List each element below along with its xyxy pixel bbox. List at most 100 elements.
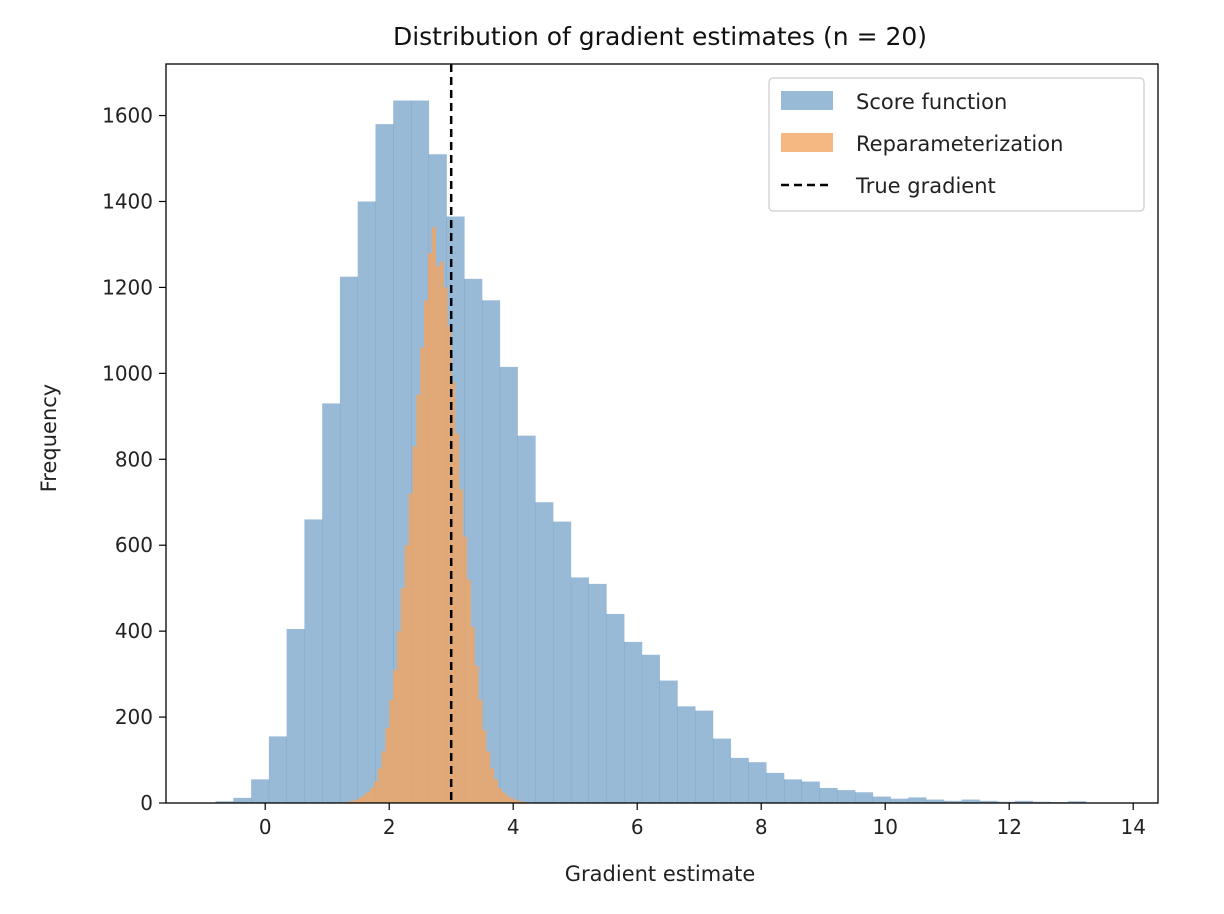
series-1-bars	[342, 227, 529, 804]
histogram-bar	[801, 781, 820, 803]
histogram-bar	[855, 792, 874, 803]
histogram-bar	[377, 768, 382, 803]
histogram-bar	[420, 347, 425, 803]
histogram-bar	[748, 762, 767, 803]
histogram-bar	[1068, 801, 1087, 803]
x-tick-label: 6	[631, 815, 644, 839]
histogram-bar	[233, 797, 252, 803]
histogram-bar	[553, 521, 572, 803]
x-tick-label: 14	[1120, 815, 1145, 839]
histogram-bar	[677, 706, 696, 803]
y-axis-title: Frequency	[37, 384, 61, 493]
histogram-bar	[890, 798, 909, 803]
histogram-bar	[961, 799, 980, 803]
histogram-bar	[458, 489, 464, 803]
histogram-bar	[606, 613, 625, 803]
histogram-bar	[517, 800, 522, 803]
chart-title: Distribution of gradient estimates (n = …	[393, 22, 927, 51]
y-tick-label: 1000	[102, 361, 153, 385]
y-tick-label: 1200	[102, 275, 153, 299]
histogram-bar	[712, 738, 732, 803]
histogram-bar	[451, 381, 456, 803]
histogram-bar	[513, 799, 518, 803]
y-tick-label: 200	[115, 705, 153, 729]
y-tick-label: 1600	[102, 104, 153, 128]
legend-label-true-gradient: True gradient	[855, 174, 996, 198]
histogram-bar	[462, 536, 467, 803]
x-tick-label: 4	[507, 815, 520, 839]
histogram-bar	[482, 729, 487, 803]
histogram-bar	[393, 669, 398, 803]
legend-label-score-function: Score function	[856, 90, 1007, 114]
histogram-bar	[943, 800, 962, 803]
histogram-bar	[837, 790, 856, 803]
histogram-bar	[427, 253, 433, 804]
y-tick-label: 0	[140, 791, 153, 815]
x-tick-label: 10	[872, 815, 897, 839]
histogram-bar	[435, 265, 440, 803]
plot-area	[215, 64, 1158, 804]
histogram-bar	[339, 276, 358, 803]
histogram-bar	[365, 792, 371, 803]
histogram-bar	[322, 403, 341, 803]
histogram-bar	[730, 757, 749, 803]
x-tick-label: 12	[996, 815, 1021, 839]
histogram-bar	[470, 626, 475, 803]
histogram-bar	[286, 628, 305, 803]
histogram-bar	[926, 799, 945, 803]
histogram-bar	[478, 699, 483, 803]
y-tick-label: 600	[115, 533, 153, 557]
histogram-bar	[624, 641, 643, 803]
histogram-bar	[819, 787, 838, 803]
histogram-bar	[354, 799, 359, 803]
histogram-bar	[251, 779, 270, 803]
legend-frame	[768, 77, 1145, 212]
histogram-bar	[1014, 800, 1033, 803]
x-tick-label: 8	[755, 815, 768, 839]
histogram-bar	[304, 519, 323, 803]
histogram-bar	[499, 366, 518, 803]
histogram-bar	[517, 435, 536, 803]
histogram-bar	[412, 446, 417, 803]
histogram-bar	[486, 751, 491, 803]
histogram-bar	[381, 751, 386, 803]
histogram-bar	[404, 545, 409, 803]
histogram-bar	[385, 727, 390, 803]
histogram-bar	[215, 801, 234, 803]
histogram-bar	[535, 502, 554, 803]
y-tick-label: 400	[115, 619, 153, 643]
histogram-bar	[505, 795, 510, 803]
y-tick-label: 800	[115, 447, 153, 471]
legend-swatch-score-function	[781, 91, 833, 110]
legend: Score function Reparameterization True g…	[768, 77, 1145, 212]
histogram-bar	[695, 710, 714, 804]
histogram-bar	[588, 583, 607, 803]
histogram-bar	[373, 781, 378, 803]
plot-frame	[165, 63, 1159, 804]
histogram-bar	[396, 631, 402, 803]
histogram-bar	[358, 797, 363, 803]
legend-swatch-reparameterization	[781, 133, 833, 152]
histogram-bar	[357, 201, 376, 804]
x-tick-label: 0	[259, 815, 272, 839]
axes: 0 2 4 6 8 10 12 14 0 200 400 600 800 1000 1200 1400 1600	[102, 104, 1146, 839]
legend-label-reparameterization: Reparameterization	[856, 132, 1063, 156]
histogram-bar	[439, 261, 444, 803]
histogram-bar	[362, 795, 367, 803]
histogram-bar	[466, 579, 471, 803]
histogram-bar	[408, 493, 413, 803]
histogram-bar	[268, 736, 287, 803]
histogram-bar	[424, 300, 429, 803]
histogram-bar	[431, 227, 436, 803]
histogram-bar	[369, 787, 374, 803]
histogram-bar	[501, 792, 506, 803]
histogram-bar	[489, 768, 495, 803]
histogram-bar	[979, 800, 998, 803]
histogram-bar	[474, 665, 479, 803]
histogram-bar	[497, 787, 502, 803]
histogram-bar	[389, 699, 394, 803]
histogram-bar	[493, 779, 498, 803]
histogram-bar	[784, 779, 803, 803]
histogram-bar	[416, 394, 421, 803]
histogram-bar	[447, 326, 452, 803]
